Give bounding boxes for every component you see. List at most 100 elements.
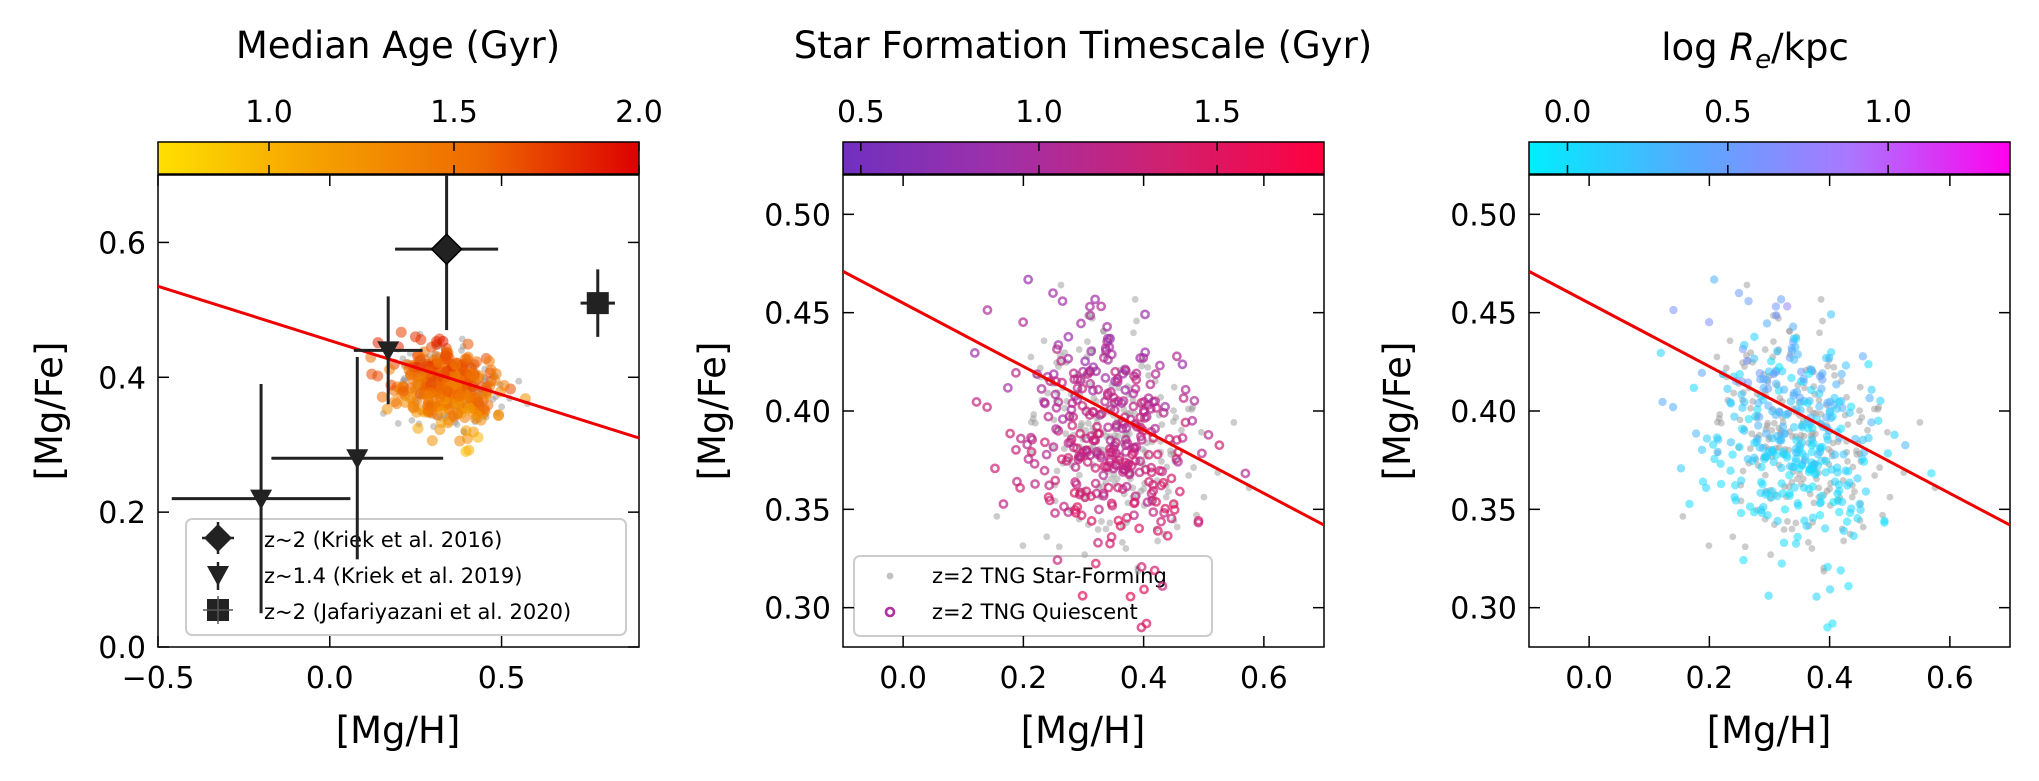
colorbar-tick-label: 1.0 [1015,95,1063,130]
point-quiescent [1155,360,1165,371]
point-quiescent [1820,524,1830,533]
point-quiescent [1125,591,1136,602]
point-star-forming [1094,526,1102,533]
point-star-forming [1729,533,1737,541]
point-quiescent [1128,401,1139,412]
point-quiescent [1815,402,1824,411]
point-quiescent [1106,532,1117,542]
point-star-forming [1144,363,1152,371]
colorbar-tick-label: 0.5 [837,95,885,130]
point-quiescent [1756,505,1766,515]
point-quiescent [1015,433,1026,444]
point-quiescent [1090,478,1101,489]
point-star-forming [1019,542,1027,549]
point-star-forming [1815,396,1823,404]
point-quiescent [412,422,424,434]
point-quiescent [1698,477,1708,486]
point-star-forming [1741,543,1749,551]
fit-line [1529,270,2010,527]
point-quiescent [1127,449,1137,460]
point-quiescent [1768,447,1778,457]
point-quiescent [1859,457,1869,466]
point-quiescent [1701,483,1711,493]
x-tick-label: 0.4 [1806,661,1854,696]
point-quiescent [1149,565,1160,576]
point-quiescent [1103,422,1114,433]
y-tick-label: 0.45 [764,297,831,332]
point-quiescent [1754,421,1763,430]
point-quiescent [1044,480,1055,491]
point-star-forming [1784,518,1791,525]
point-quiescent [1791,539,1801,548]
y-tick-label: 0.50 [1450,198,1517,233]
point-quiescent [1029,458,1040,469]
point-quiescent [1063,353,1074,364]
x-tick-label: −0.5 [122,661,195,696]
point-quiescent [1791,448,1801,457]
colorbar-tick-label: 0.5 [1704,95,1752,130]
point-quiescent [1052,555,1063,566]
marker-diamond [430,233,463,266]
point-quiescent [1026,432,1036,443]
point-quiescent [1826,310,1836,319]
y-tick-label: 0.50 [764,198,831,233]
point-star-forming [993,512,1001,520]
point-quiescent [1050,508,1060,518]
point-quiescent [1837,369,1846,379]
x-tick-label: 0.6 [1926,661,1974,696]
point-quiescent [1740,340,1749,350]
point-quiescent [1716,459,1725,469]
point-quiescent [1077,590,1088,601]
y-axis-label-age: [Mg/Fe] [28,342,71,481]
point-star-forming [1824,362,1832,370]
point-star-forming [1817,296,1825,303]
point-quiescent [412,349,424,361]
point-quiescent [1800,456,1809,465]
x-tick-label: 0.0 [1565,661,1613,696]
point-quiescent [1141,618,1152,629]
y-tick-label: 0.45 [1450,297,1517,332]
point-quiescent [1804,424,1813,433]
point-quiescent [1766,493,1776,502]
point-quiescent [1776,295,1786,304]
colorbar-age [157,141,640,175]
point-quiescent [1136,398,1147,408]
point-quiescent [432,356,444,368]
legend-label-star-forming: z=2 TNG Star-Forming [932,564,1167,588]
point-star-forming [1767,551,1775,559]
x-tick-label: 0.5 [478,661,526,696]
plot-area [158,175,639,614]
point-quiescent [1750,354,1759,363]
point-quiescent [1780,505,1790,514]
point-quiescent [1121,423,1132,433]
point-quiescent [1061,456,1072,466]
point-star-forming [1739,467,1747,475]
point-quiescent [1818,369,1827,378]
point-star-forming [1030,411,1038,418]
point-quiescent [1105,435,1116,446]
point-quiescent [1082,457,1093,467]
point-quiescent [1147,495,1157,506]
point-star-forming [1078,419,1086,427]
point-quiescent [1799,483,1809,492]
point-star-forming [1055,543,1063,551]
point-quiescent [1792,436,1801,445]
point-quiescent [1162,530,1173,541]
x-axis-label-age: [Mg/H] [336,709,461,752]
point-quiescent [1147,479,1158,490]
point-star-forming [1040,337,1048,345]
point-star-forming [1717,419,1725,427]
point-quiescent [1753,434,1762,444]
point-quiescent [1807,435,1816,444]
point-quiescent [1051,424,1061,434]
point-quiescent [1835,486,1844,496]
point-quiescent [1150,369,1161,379]
point-quiescent [1168,499,1179,509]
colorbar-tick-label: 0.0 [1544,95,1592,130]
point-quiescent [1100,343,1111,354]
point-star-forming [1158,421,1166,429]
point-quiescent [1118,467,1128,477]
point-quiescent [1039,437,1050,448]
point-quiescent [1738,403,1747,412]
point-quiescent [1823,435,1832,445]
